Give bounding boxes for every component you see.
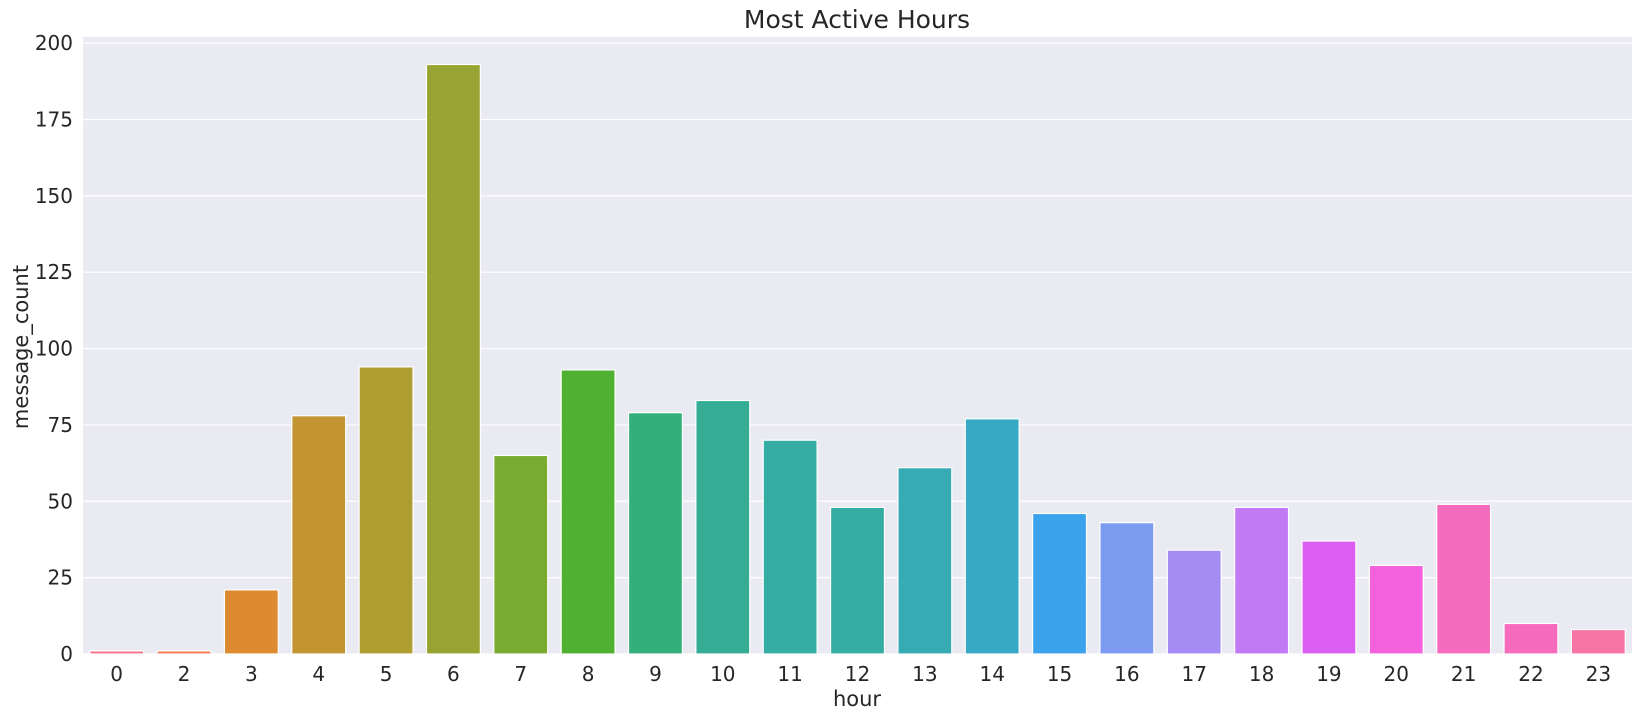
- bar: [291, 415, 347, 655]
- bar: [1436, 503, 1492, 655]
- bar: [695, 399, 751, 655]
- y-tick-label: 75: [48, 413, 73, 437]
- bar: [1166, 549, 1222, 655]
- bar: [1503, 622, 1559, 655]
- bar: [627, 412, 683, 655]
- bar: [897, 467, 953, 655]
- y-axis-label: message_count: [9, 265, 34, 429]
- bars: [89, 63, 1626, 655]
- x-tick-label: 9: [649, 662, 662, 686]
- bar: [493, 454, 549, 655]
- x-tick-label: 5: [380, 662, 393, 686]
- y-tick-label: 150: [35, 184, 73, 208]
- y-tick-label: 25: [48, 566, 73, 590]
- x-tick-label: 2: [178, 662, 191, 686]
- bar: [1570, 628, 1626, 655]
- y-tick-label: 200: [35, 31, 73, 55]
- x-tick-label: 18: [1249, 662, 1274, 686]
- x-tick-label: 7: [514, 662, 527, 686]
- x-tick-label: 15: [1047, 662, 1072, 686]
- bar: [1301, 540, 1357, 655]
- bar: [358, 366, 414, 655]
- bar: [829, 506, 886, 655]
- bar: [1234, 506, 1290, 655]
- x-tick-label: 23: [1586, 662, 1611, 686]
- x-tick-label: 20: [1384, 662, 1409, 686]
- x-tick-label: 0: [110, 662, 123, 686]
- bar: [560, 369, 616, 655]
- y-tick-label: 100: [35, 337, 73, 361]
- bar: [156, 650, 212, 655]
- x-tick-label: 17: [1182, 662, 1207, 686]
- x-tick-label: 12: [845, 662, 870, 686]
- x-tick-label: 22: [1518, 662, 1543, 686]
- x-tick-label: 6: [447, 662, 460, 686]
- x-tick-label: 21: [1451, 662, 1476, 686]
- y-tick-label: 125: [35, 260, 73, 284]
- bar: [223, 589, 279, 655]
- y-tick-label: 0: [60, 642, 73, 666]
- y-tick-labels: 0 25 50 75 100 125 150 175 200: [35, 31, 73, 666]
- bar: [89, 650, 145, 655]
- bar: [1368, 564, 1424, 655]
- y-tick-label: 50: [48, 489, 73, 513]
- bar: [762, 439, 818, 655]
- bar: [964, 418, 1020, 655]
- y-tick-label: 175: [35, 107, 73, 131]
- x-tick-label: 4: [312, 662, 325, 686]
- x-tick-labels: 0 2 3 4 5 6 7 8 9 10 11 12 13 14 15 16 17 18 19 20 21 22 23: [110, 662, 1611, 686]
- bar: [1099, 522, 1155, 655]
- x-tick-label: 3: [245, 662, 258, 686]
- x-tick-label: 13: [912, 662, 937, 686]
- chart-title: Most Active Hours: [744, 5, 970, 34]
- x-axis-label: hour: [833, 687, 881, 711]
- x-tick-label: 10: [710, 662, 735, 686]
- x-tick-label: 8: [582, 662, 595, 686]
- x-tick-label: 16: [1114, 662, 1139, 686]
- x-tick-label: 11: [777, 662, 802, 686]
- bar: [425, 63, 481, 655]
- x-tick-label: 14: [979, 662, 1004, 686]
- bar: [1032, 512, 1088, 655]
- x-tick-label: 19: [1316, 662, 1341, 686]
